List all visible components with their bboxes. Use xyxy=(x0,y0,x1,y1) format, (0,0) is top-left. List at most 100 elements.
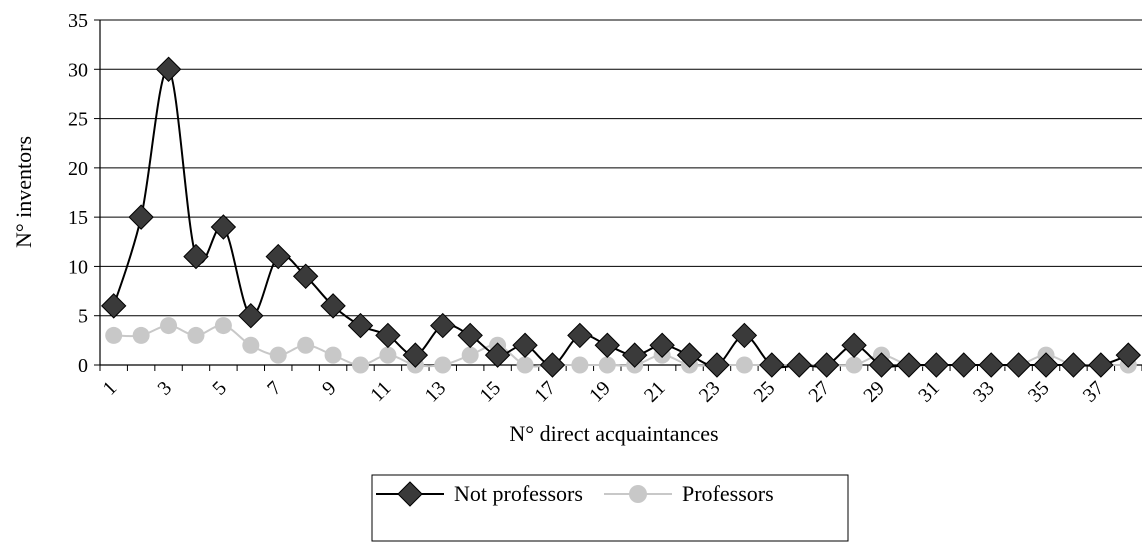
data-point-not-professors xyxy=(238,303,264,329)
x-tick-label: 19 xyxy=(585,377,615,407)
data-point-not-professors xyxy=(649,332,675,358)
data-point-professors xyxy=(352,356,369,374)
y-tick-label: 10 xyxy=(68,256,88,278)
data-point-not-professors xyxy=(1033,352,1059,378)
legend-item-not-professors: Not professors xyxy=(376,481,583,507)
data-point-not-professors xyxy=(402,342,429,368)
data-point-not-professors xyxy=(155,56,182,82)
data-point-not-professors xyxy=(484,342,511,368)
data-point-not-professors xyxy=(759,352,785,378)
x-tick-label: 17 xyxy=(530,377,560,407)
data-point-professors xyxy=(461,346,479,364)
legend-label-professors: Professors xyxy=(682,481,774,506)
data-point-not-professors xyxy=(868,352,895,378)
x-tick-label: 15 xyxy=(475,377,505,407)
data-point-not-professors xyxy=(183,243,209,270)
y-tick-label: 35 xyxy=(68,10,88,32)
data-point-not-professors xyxy=(457,322,483,349)
x-tick-label: 13 xyxy=(421,377,451,407)
data-point-not-professors xyxy=(923,352,950,378)
data-point-professors xyxy=(516,356,534,374)
x-tick-label: 33 xyxy=(969,377,999,407)
x-tick-label: 37 xyxy=(1079,377,1109,407)
data-point-not-professors xyxy=(210,214,237,240)
x-tick-label: 3 xyxy=(153,377,176,400)
data-point-professors xyxy=(845,356,863,374)
data-point-not-professors xyxy=(1005,352,1032,378)
x-tick-label: 1 xyxy=(99,377,122,400)
data-point-professors xyxy=(187,326,205,344)
legend-box xyxy=(371,474,849,542)
y-tick-label: 30 xyxy=(68,59,88,81)
y-tick-label: 0 xyxy=(78,355,88,377)
data-point-not-professors xyxy=(1060,352,1087,378)
x-tick-label: 9 xyxy=(318,377,341,400)
data-point-not-professors xyxy=(512,332,538,358)
data-point-professors xyxy=(571,356,589,374)
data-point-not-professors xyxy=(1088,352,1114,378)
data-point-not-professors xyxy=(978,352,1004,378)
data-point-not-professors xyxy=(128,204,154,230)
x-tick-label: 35 xyxy=(1024,377,1054,407)
legend-circle-marker xyxy=(629,485,647,503)
x-tick-label: 21 xyxy=(640,377,670,407)
x-tick-label: 5 xyxy=(208,377,231,400)
x-tick-label: 23 xyxy=(695,377,725,407)
data-point-not-professors xyxy=(786,352,812,378)
legend: Not professors Professors xyxy=(371,474,849,542)
data-point-professors xyxy=(297,336,315,354)
data-point-not-professors xyxy=(704,352,730,378)
y-tick-label: 5 xyxy=(78,306,88,328)
legend-label-not-professors: Not professors xyxy=(454,481,583,506)
data-point-professors xyxy=(379,346,397,364)
data-point-professors xyxy=(324,346,342,364)
data-point-not-professors xyxy=(265,243,291,270)
data-point-not-professors xyxy=(292,263,319,289)
gridlines xyxy=(100,19,1142,317)
x-tick-label: 11 xyxy=(366,377,395,406)
series-not-professors xyxy=(101,56,1141,378)
data-point-not-professors xyxy=(951,352,977,378)
data-point-professors xyxy=(735,356,753,374)
data-point-professors xyxy=(242,336,260,354)
y-tick-label: 25 xyxy=(68,109,88,131)
x-tick-label: 7 xyxy=(263,377,286,400)
x-tick-label: 31 xyxy=(914,377,944,407)
data-point-not-professors xyxy=(731,322,758,349)
data-point-not-professors xyxy=(622,342,648,368)
y-axis-ticks: 0 5 10 15 20 25 30 35 xyxy=(68,10,100,377)
data-point-professors xyxy=(214,317,232,335)
series-line-not-professors xyxy=(112,68,1129,369)
data-point-not-professors xyxy=(101,293,127,319)
data-point-professors xyxy=(105,326,123,344)
data-point-not-professors xyxy=(1115,342,1141,368)
data-point-not-professors xyxy=(375,322,401,349)
data-point-professors xyxy=(598,356,616,374)
series-layer xyxy=(101,56,1141,378)
y-tick-label: 20 xyxy=(68,158,88,180)
data-point-not-professors xyxy=(347,312,374,339)
legend-item-professors: Professors xyxy=(604,481,774,506)
x-axis-title: N° direct acquaintances xyxy=(509,421,718,446)
x-tick-label: 27 xyxy=(804,377,834,407)
data-point-not-professors xyxy=(813,352,840,378)
data-point-not-professors xyxy=(896,352,922,378)
data-point-professors xyxy=(434,356,452,374)
series-line-professors xyxy=(113,324,1129,368)
y-axis-title: N° inventors xyxy=(11,136,36,248)
data-point-not-professors xyxy=(320,293,346,319)
data-point-not-professors xyxy=(676,342,703,368)
data-point-professors xyxy=(160,317,178,335)
data-point-professors xyxy=(132,326,150,344)
legend-diamond-marker xyxy=(397,481,423,507)
x-tick-label: 25 xyxy=(750,377,780,407)
data-point-not-professors xyxy=(841,332,867,358)
data-point-professors xyxy=(269,346,287,364)
data-point-not-professors xyxy=(567,322,593,349)
data-point-not-professors xyxy=(594,332,620,358)
y-tick-label: 15 xyxy=(68,207,88,229)
x-tick-label: 29 xyxy=(859,377,889,407)
data-point-not-professors xyxy=(539,352,566,378)
data-point-not-professors xyxy=(430,312,456,339)
